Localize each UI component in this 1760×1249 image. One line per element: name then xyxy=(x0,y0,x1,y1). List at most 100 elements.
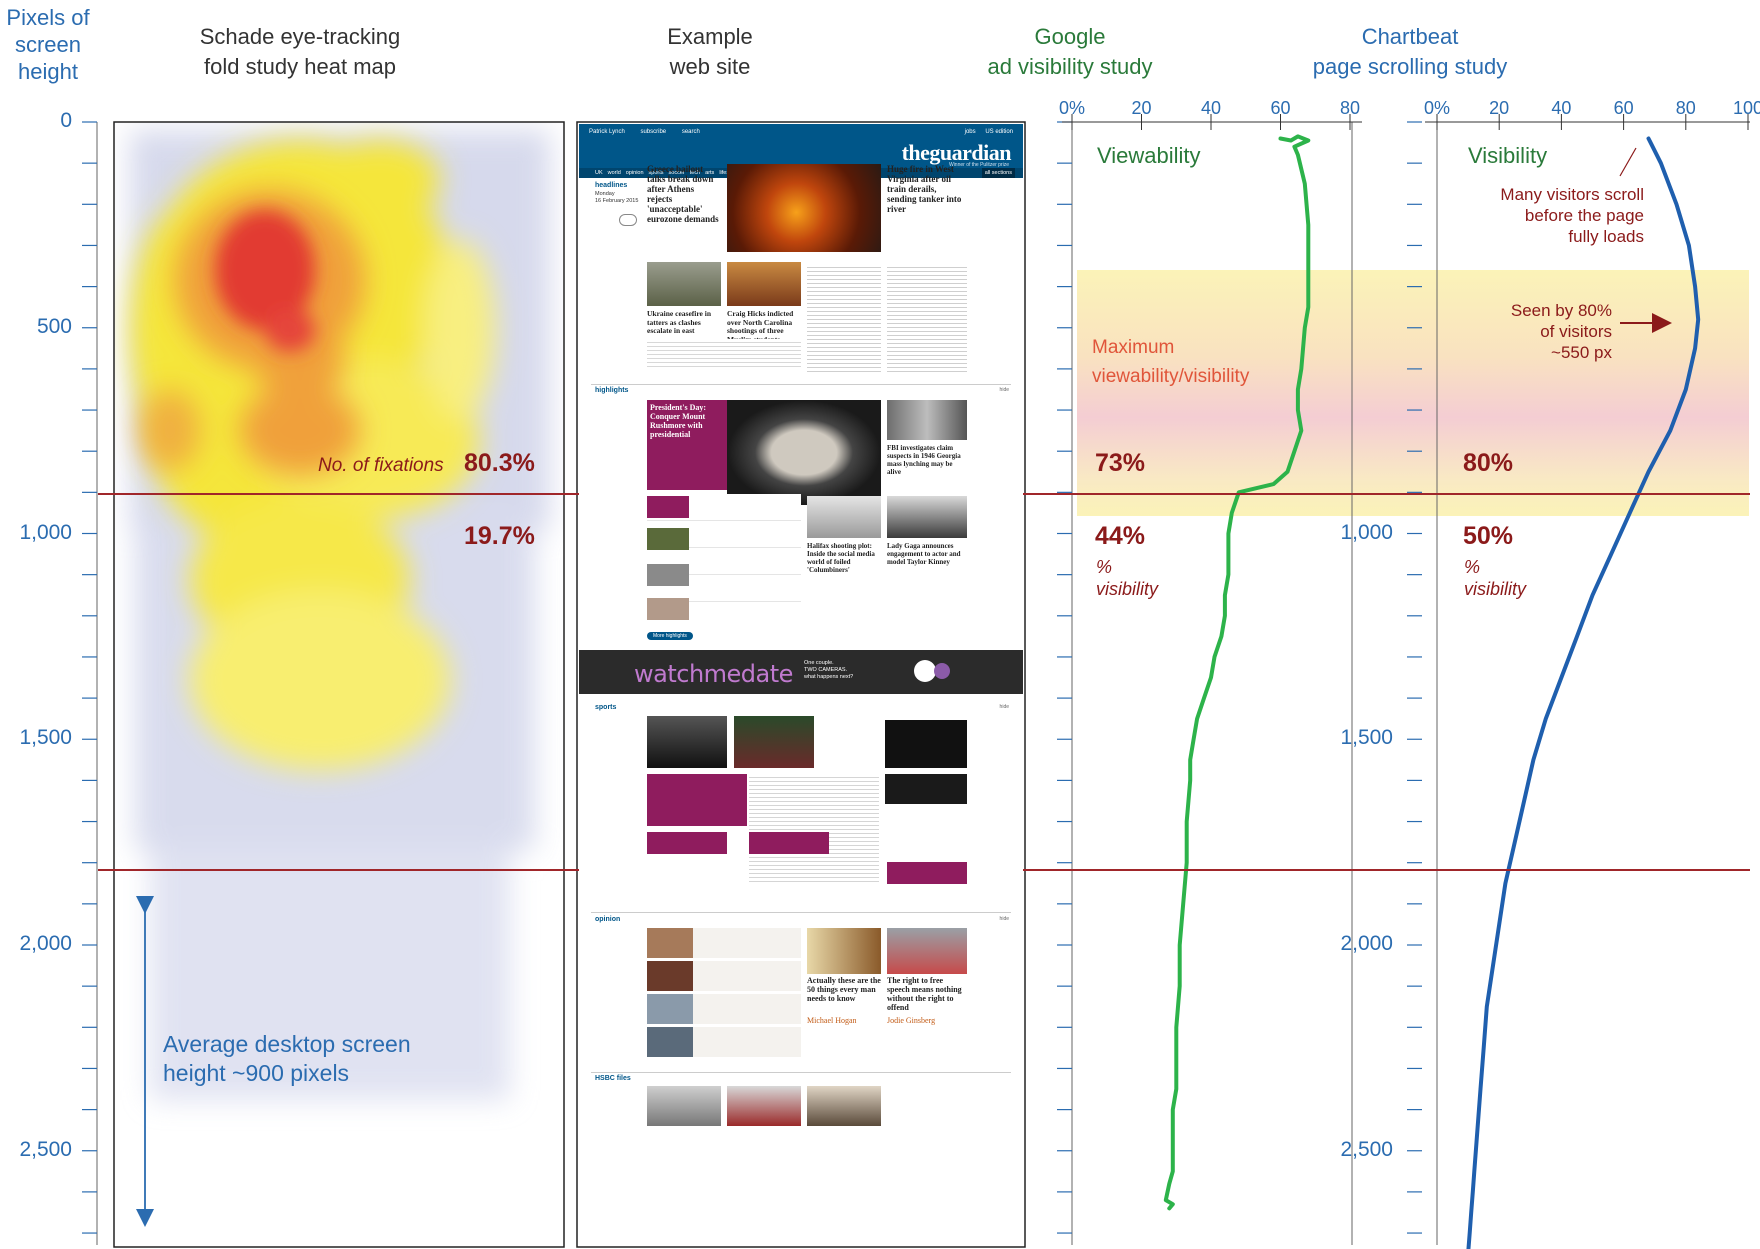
chartbeat-x-tick-label: 60 xyxy=(1613,98,1634,118)
story-fire[interactable]: Huge fire in West Virginia after oil tra… xyxy=(887,164,962,214)
story-greece[interactable]: Greece bailout talks break down after At… xyxy=(647,164,719,224)
subscribe-link[interactable]: subscribe xyxy=(640,129,667,135)
hsbc-label: HSBC files xyxy=(595,1075,631,1082)
ad-play-icon-2 xyxy=(934,663,950,679)
op-thumb-2 xyxy=(647,961,693,991)
y-tick-label: 0 xyxy=(60,109,72,132)
band-label: Maximum viewability/visibility xyxy=(1092,337,1250,387)
account-link[interactable]: Patrick Lynch xyxy=(589,129,625,135)
fixations-label: No. of fixations xyxy=(318,455,444,476)
nav-all-sections[interactable]: all sections xyxy=(981,168,1015,178)
y-tick-label: 1,500 xyxy=(19,726,72,750)
hide-link-2[interactable]: hide xyxy=(999,704,1009,710)
search-link[interactable]: search xyxy=(681,129,700,135)
nav-item[interactable]: world xyxy=(607,170,621,176)
hsbc-image-2 xyxy=(727,1086,801,1126)
opinion-label: opinion xyxy=(595,916,621,923)
op-thumb-3 xyxy=(647,994,693,1024)
google-x-tick-label: 60 xyxy=(1270,98,1291,118)
nav-item[interactable]: tech xyxy=(689,170,701,176)
chartbeat-above-pct: 80% xyxy=(1463,449,1514,477)
chartbeat-title: Chartbeat page scrolling study xyxy=(1312,24,1508,79)
image-bw xyxy=(887,400,967,440)
lines-col1 xyxy=(647,339,801,369)
image-portrait xyxy=(727,262,801,306)
sports-video xyxy=(885,720,967,768)
lines-col4 xyxy=(887,264,967,374)
heatmap-above-pct: 80.3% xyxy=(464,449,535,477)
sports-video-2 xyxy=(885,774,967,804)
google-x-tick-label: 0% xyxy=(1058,98,1085,118)
nav-item[interactable]: sports xyxy=(648,170,664,176)
y-tick-label: 1,000 xyxy=(19,520,72,544)
jobs-link[interactable]: jobs xyxy=(964,129,976,135)
lines-col3 xyxy=(807,264,881,374)
image-gaga xyxy=(887,496,967,538)
hsbc-image-3 xyxy=(807,1086,881,1126)
y-axis-title: Pixels of screen height xyxy=(6,5,90,84)
hide-link-1[interactable]: hide xyxy=(999,387,1009,393)
op-thumb-4 xyxy=(647,1027,693,1057)
screen-height-note: Average desktop screen height ~900 pixel… xyxy=(163,1031,411,1086)
story-free-speech[interactable]: The right to free speech means nothing w… xyxy=(887,976,962,1012)
note1-leader xyxy=(1619,147,1637,177)
story-fbi[interactable]: FBI investigates claim suspects in 1946 … xyxy=(887,444,961,476)
chartbeat-x-tick-label: 20 xyxy=(1489,98,1510,118)
op-image-street xyxy=(887,928,967,974)
highlights-label: highlights xyxy=(595,387,629,394)
google-above-pct: 73% xyxy=(1095,449,1146,477)
section-rule-1 xyxy=(591,384,1011,385)
weather-icon xyxy=(619,214,637,226)
nav-item[interactable]: opinion xyxy=(625,170,644,176)
nav-item[interactable]: soccer xyxy=(668,170,685,176)
max-visibility-band xyxy=(1077,270,1749,516)
guardian-logo[interactable]: theguardian xyxy=(901,140,1012,165)
google-title: Google ad visibility study xyxy=(987,24,1153,79)
op-thumb-1 xyxy=(647,928,693,958)
google-x-ticks xyxy=(1071,114,1351,130)
y-ticks-mid xyxy=(1057,121,1072,1234)
promo-presidents-day[interactable]: President's Day: Conquer Mount Rushmore … xyxy=(647,400,727,490)
section-rule-2 xyxy=(591,912,1011,913)
google-x-tick-label: 40 xyxy=(1200,98,1222,118)
chartbeat-below-pct: 50% xyxy=(1463,522,1514,550)
image-snow xyxy=(807,496,881,538)
nav-item[interactable]: arts xyxy=(705,170,715,176)
google-below-pct: 44% xyxy=(1095,522,1146,550)
more-highlights-button[interactable]: More highlights xyxy=(647,632,693,640)
hide-link-3[interactable]: hide xyxy=(999,916,1009,922)
top-links: Patrick Lynch subscribe search xyxy=(589,129,700,135)
y-tick-label-right: 1,000 xyxy=(1340,520,1393,544)
op-image-beer xyxy=(807,928,881,974)
google-x-tick-label: 20 xyxy=(1131,98,1152,118)
sports-lines xyxy=(749,774,879,884)
website-mock: Patrick Lynch subscribe search jobs US e… xyxy=(579,124,1023,1245)
y-tick-label: 500 xyxy=(36,314,72,338)
ad-tagline: One couple. TWO CAMERAS. what happens ne… xyxy=(804,660,854,680)
story-gaga[interactable]: Lady Gaga announces engagement to actor … xyxy=(887,542,961,566)
y-ticks-right xyxy=(1407,121,1422,1234)
chartbeat-x-tick-label: 100 xyxy=(1732,98,1760,118)
sports-magenta-2 xyxy=(647,832,727,854)
edition-link[interactable]: US edition xyxy=(985,129,1013,135)
chartbeat-x-ticks xyxy=(1436,114,1749,130)
nav-item[interactable]: UK xyxy=(595,170,603,176)
story-halifax[interactable]: Halifax shooting plot: Inside the social… xyxy=(807,542,875,574)
heatmap xyxy=(130,130,550,1100)
chartbeat-visibility-line xyxy=(1466,136,1701,1249)
chartbeat-x-tick-label: 0% xyxy=(1423,98,1450,118)
heatmap-title: Schade eye-tracking fold study heat map xyxy=(199,24,401,79)
thumb-2 xyxy=(647,528,689,550)
image-tank xyxy=(647,262,721,306)
date-block: Monday 16 February 2015 xyxy=(595,191,639,204)
watchmedate-ad[interactable]: watchmedate One couple. TWO CAMERAS. wha… xyxy=(579,650,1023,694)
hsbc-image-1 xyxy=(647,1086,721,1126)
headlines-label: headlines xyxy=(595,182,628,189)
story-free-speech-author[interactable]: Jodie Ginsberg xyxy=(887,1016,936,1025)
heatmap-frame xyxy=(113,121,565,1248)
y-ticks-left xyxy=(82,121,97,1234)
story-50-things[interactable]: Actually these are the 50 things every m… xyxy=(807,976,881,1003)
story-50-things-author[interactable]: Michael Hogan xyxy=(807,1016,857,1025)
story-ukraine[interactable]: Ukraine ceasefire in tatters as clashes … xyxy=(647,309,712,335)
top-links-right: jobs US edition xyxy=(965,129,1013,135)
